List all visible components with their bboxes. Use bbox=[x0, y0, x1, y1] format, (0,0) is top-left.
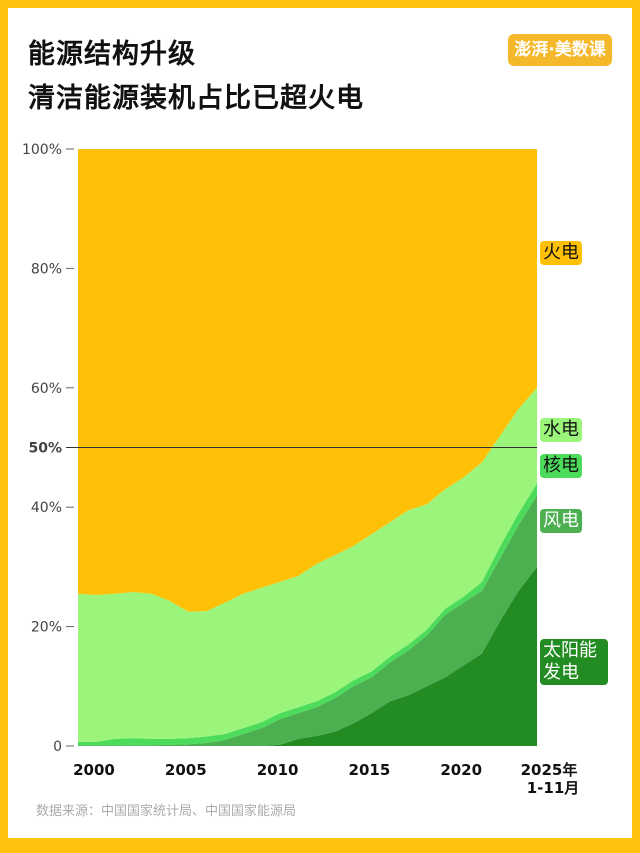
y-tick-label: 60% bbox=[31, 381, 62, 397]
x-tick-label: 2010 bbox=[257, 761, 299, 779]
data-source: 数据来源：中国国家统计局、中国国家能源局 bbox=[36, 804, 297, 819]
x-tick-label: 2015 bbox=[349, 761, 391, 779]
legend-label-太阳能发电: 太阳能发电 bbox=[540, 639, 608, 685]
chart-title-line2: 清洁能源装机占比已超火电 bbox=[28, 83, 364, 114]
y-tick-label: 0 bbox=[53, 739, 62, 755]
x-tick-label: 2025年 bbox=[521, 761, 578, 779]
x-tick-label: 2005 bbox=[165, 761, 207, 779]
chart-title-line1: 能源结构升级 bbox=[28, 39, 196, 70]
area-风电 bbox=[78, 495, 537, 746]
legend-label-水电: 水电 bbox=[540, 418, 582, 442]
area-火电 bbox=[78, 149, 537, 612]
x-tick-label: 2000 bbox=[73, 761, 115, 779]
y-tick-label: 20% bbox=[31, 620, 62, 636]
y-tick-label: 80% bbox=[31, 261, 62, 277]
y-tick-label: 40% bbox=[31, 500, 62, 516]
legend-label-风电: 风电 bbox=[540, 509, 582, 533]
area-水电 bbox=[78, 387, 537, 742]
legend-label-核电: 核电 bbox=[540, 454, 582, 478]
area-太阳能发电 bbox=[78, 566, 537, 746]
area-核电 bbox=[78, 483, 537, 746]
publisher-logo: 澎湃·美数课 bbox=[508, 34, 612, 66]
reference-line-label: 50% bbox=[28, 441, 62, 457]
x-tick-label: 1-11月 bbox=[527, 779, 580, 797]
legend-label-火电: 火电 bbox=[540, 241, 582, 265]
x-tick-label: 2020 bbox=[440, 761, 482, 779]
y-tick-label: 100% bbox=[22, 142, 62, 158]
